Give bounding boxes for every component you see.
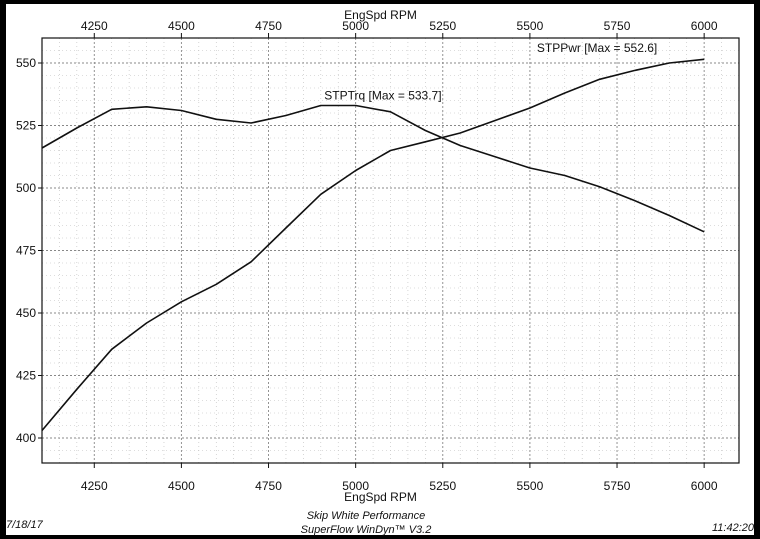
x-tick-label-bottom: 5750 [604,479,631,493]
footer-date: 7/18/17 [6,519,44,531]
x-tick-label-bottom: 5250 [429,479,456,493]
y-tick-label: 425 [16,369,36,383]
x-tick-label-bottom: 5000 [342,479,369,493]
x-axis-title-top: EngSpd RPM [344,8,417,22]
y-tick-label: 550 [16,56,36,70]
series-label-power: STPPwr [Max = 552.6] [537,41,657,55]
x-axis-title-bottom: EngSpd RPM [344,490,417,504]
x-tick-label-top: 4500 [168,19,195,33]
x-tick-label-top: 5500 [517,19,544,33]
y-tick-label: 525 [16,119,36,133]
scan-border-left [0,0,6,539]
series-line-power [41,58,705,432]
x-axis-bottom: 4250 4500 4750 5000 5250 5500 5750 6000 [81,463,718,493]
x-tick-label-top: 4750 [255,19,282,33]
series-label-torque: STPTrq [Max = 533.7] [324,88,441,102]
y-tick-label: 400 [16,431,36,445]
y-tick-label: 475 [16,244,36,258]
grid-lines [42,38,739,463]
page-background [6,4,754,535]
series-line-torque [41,104,705,233]
x-tick-label-top: 5000 [342,19,369,33]
x-tick-label-top: 5750 [604,19,631,33]
x-axis-top: 4250 4500 4750 5000 5250 5500 5750 6000 [81,19,718,38]
footer-company: Skip White Performance [307,510,426,522]
x-tick-label-top: 6000 [691,19,718,33]
y-tick-label: 500 [16,181,36,195]
x-tick-label-top: 4250 [81,19,108,33]
x-tick-label-bottom: 4750 [255,479,282,493]
y-axis: 400 425 450 475 500 525 550 [16,56,42,445]
x-tick-label-bottom: 5500 [517,479,544,493]
y-tick-label: 450 [16,306,36,320]
x-tick-label-top: 5250 [429,19,456,33]
x-tick-label-bottom: 6000 [691,479,718,493]
x-tick-label-bottom: 4500 [168,479,195,493]
series-group [41,58,705,432]
footer-time: 11:42:20 [712,522,755,534]
footer-software: SuperFlow WinDyn™ V3.2 [301,524,432,536]
x-tick-label-bottom: 4250 [81,479,108,493]
scan-border-right [754,0,760,539]
